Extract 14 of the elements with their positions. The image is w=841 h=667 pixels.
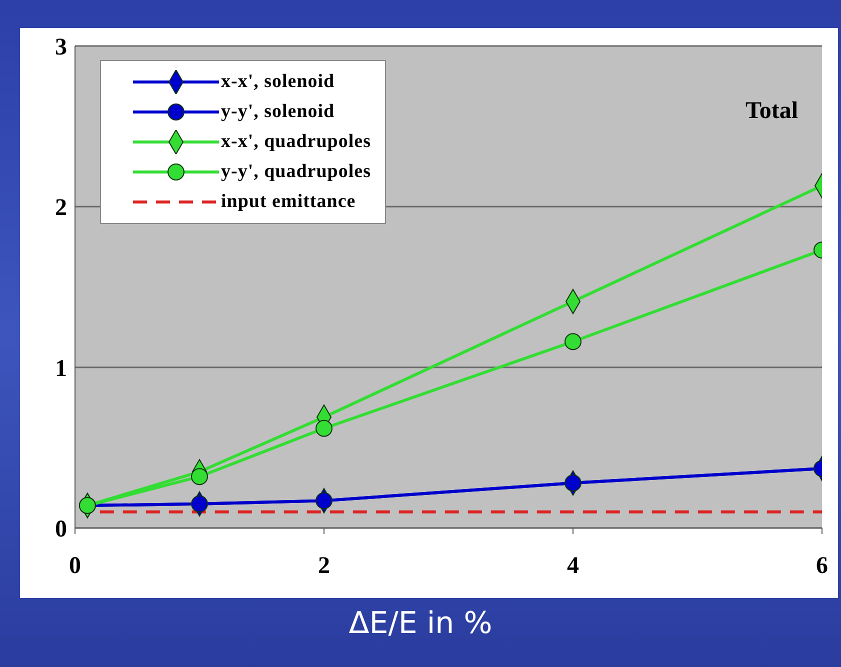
x-tick-label: 2 [318,553,330,580]
x-tick-label: 6 [816,553,828,580]
legend-label: x-x', quadrupoles [221,131,371,153]
x-axis-title: ΔE/E in % [348,606,494,641]
annotation: Total [746,98,798,125]
legend-label: y-y', solenoid [221,101,335,123]
legend-label: y-y', quadrupoles [221,161,371,183]
y-tick-label: 0 [55,516,67,543]
legend-label: x-x', solenoid [221,71,335,93]
legend-label: input emittance [221,191,356,213]
y-tick-label: 3 [55,34,67,61]
y-tick-label: 2 [55,195,67,222]
y-tick-label: 1 [55,356,67,382]
x-tick-label: 4 [567,553,579,580]
